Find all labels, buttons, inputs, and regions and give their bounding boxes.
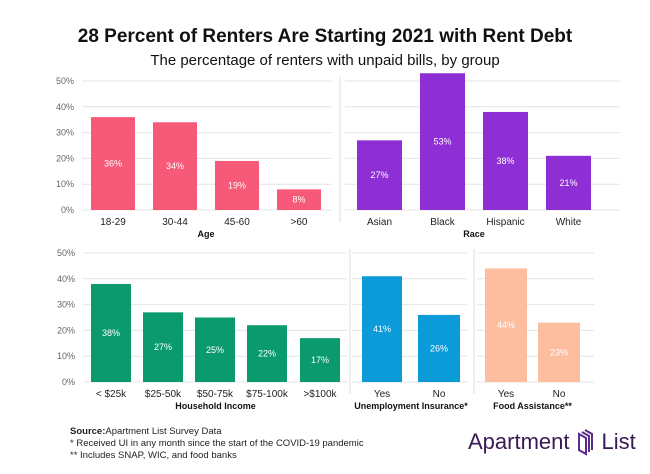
data-label: 26% — [430, 343, 448, 353]
x-axis-title: Unemployment Insurance* — [354, 401, 468, 411]
data-label: 27% — [154, 342, 172, 352]
bar — [247, 325, 287, 382]
y-tick-label: 20% — [57, 325, 75, 335]
data-label: 8% — [292, 195, 305, 205]
y-tick-label: 10% — [56, 179, 74, 189]
bar — [418, 314, 460, 382]
x-tick-label: Black — [430, 217, 455, 228]
x-tick-label: >60 — [291, 217, 308, 228]
y-tick-label: 20% — [56, 153, 74, 163]
x-tick-label: No — [553, 389, 566, 400]
source-text: Apartment List Survey Data — [105, 426, 222, 437]
bar — [153, 122, 197, 210]
data-label: 53% — [433, 137, 451, 147]
x-tick-label: $50-75k — [197, 389, 234, 400]
x-tick-label: 45-60 — [224, 217, 250, 228]
x-tick-label: 18-29 — [100, 217, 126, 228]
x-tick-label: Hispanic — [486, 217, 524, 228]
data-label: 44% — [497, 320, 515, 330]
y-tick-label: 0% — [62, 377, 75, 387]
apartment-list-logo: Apartment List — [468, 428, 636, 456]
logo-word-2: List — [601, 429, 636, 454]
source-line: Source:Apartment List Survey Data — [70, 426, 222, 438]
y-tick-label: 10% — [57, 351, 75, 361]
data-label: 36% — [104, 159, 122, 169]
bar — [277, 189, 321, 210]
x-axis-title: Food Assistance** — [493, 401, 572, 411]
bar — [483, 111, 528, 210]
data-label: 25% — [206, 345, 224, 355]
bar — [357, 140, 402, 210]
data-label: 23% — [550, 347, 568, 357]
x-tick-label: 30-44 — [162, 217, 188, 228]
x-tick-label: Asian — [367, 217, 392, 228]
bar — [538, 322, 580, 382]
data-label: 27% — [370, 170, 388, 180]
bar — [91, 117, 135, 210]
bar — [420, 73, 465, 210]
x-axis-title: Age — [197, 229, 214, 239]
bar — [300, 338, 340, 382]
footnote-2: ** Includes SNAP, WIC, and food banks — [70, 450, 237, 461]
y-tick-label: 30% — [56, 128, 74, 138]
source-label: Source: — [70, 426, 106, 437]
x-tick-label: Yes — [374, 389, 390, 400]
x-tick-label: $75-100k — [246, 389, 289, 400]
y-tick-label: 40% — [57, 274, 75, 284]
x-tick-label: White — [556, 217, 582, 228]
data-label: 38% — [496, 156, 514, 166]
x-tick-label: Yes — [498, 389, 514, 400]
logo-mark-icon — [577, 429, 593, 456]
data-label: 41% — [373, 324, 391, 334]
footnote-1: * Received UI in any month since the sta… — [70, 438, 364, 449]
bar — [91, 283, 131, 382]
y-tick-label: 30% — [57, 300, 75, 310]
x-tick-label: >$100k — [303, 389, 337, 400]
chart-subtitle: The percentage of renters with unpaid bi… — [150, 52, 500, 69]
y-tick-label: 50% — [56, 76, 74, 86]
x-tick-label: $25-50k — [145, 389, 182, 400]
y-tick-label: 0% — [61, 205, 74, 215]
bar — [546, 155, 591, 210]
data-label: 19% — [228, 180, 246, 190]
bar — [215, 160, 259, 210]
x-axis-title: Race — [463, 229, 485, 239]
x-tick-label: < $25k — [96, 389, 127, 400]
logo-word-1: Apartment — [468, 429, 570, 454]
bar — [195, 317, 235, 382]
x-tick-label: No — [433, 389, 446, 400]
data-label: 22% — [258, 349, 276, 359]
bar — [362, 276, 402, 382]
bar — [485, 268, 527, 382]
data-label: 38% — [102, 328, 120, 338]
data-label: 34% — [166, 161, 184, 171]
chart-title: 28 Percent of Renters Are Starting 2021 … — [77, 26, 573, 47]
x-axis-title: Household Income — [175, 401, 256, 411]
data-label: 21% — [559, 178, 577, 188]
data-label: 17% — [311, 355, 329, 365]
bar — [143, 312, 183, 382]
y-tick-label: 40% — [56, 102, 74, 112]
y-tick-label: 50% — [57, 248, 75, 258]
